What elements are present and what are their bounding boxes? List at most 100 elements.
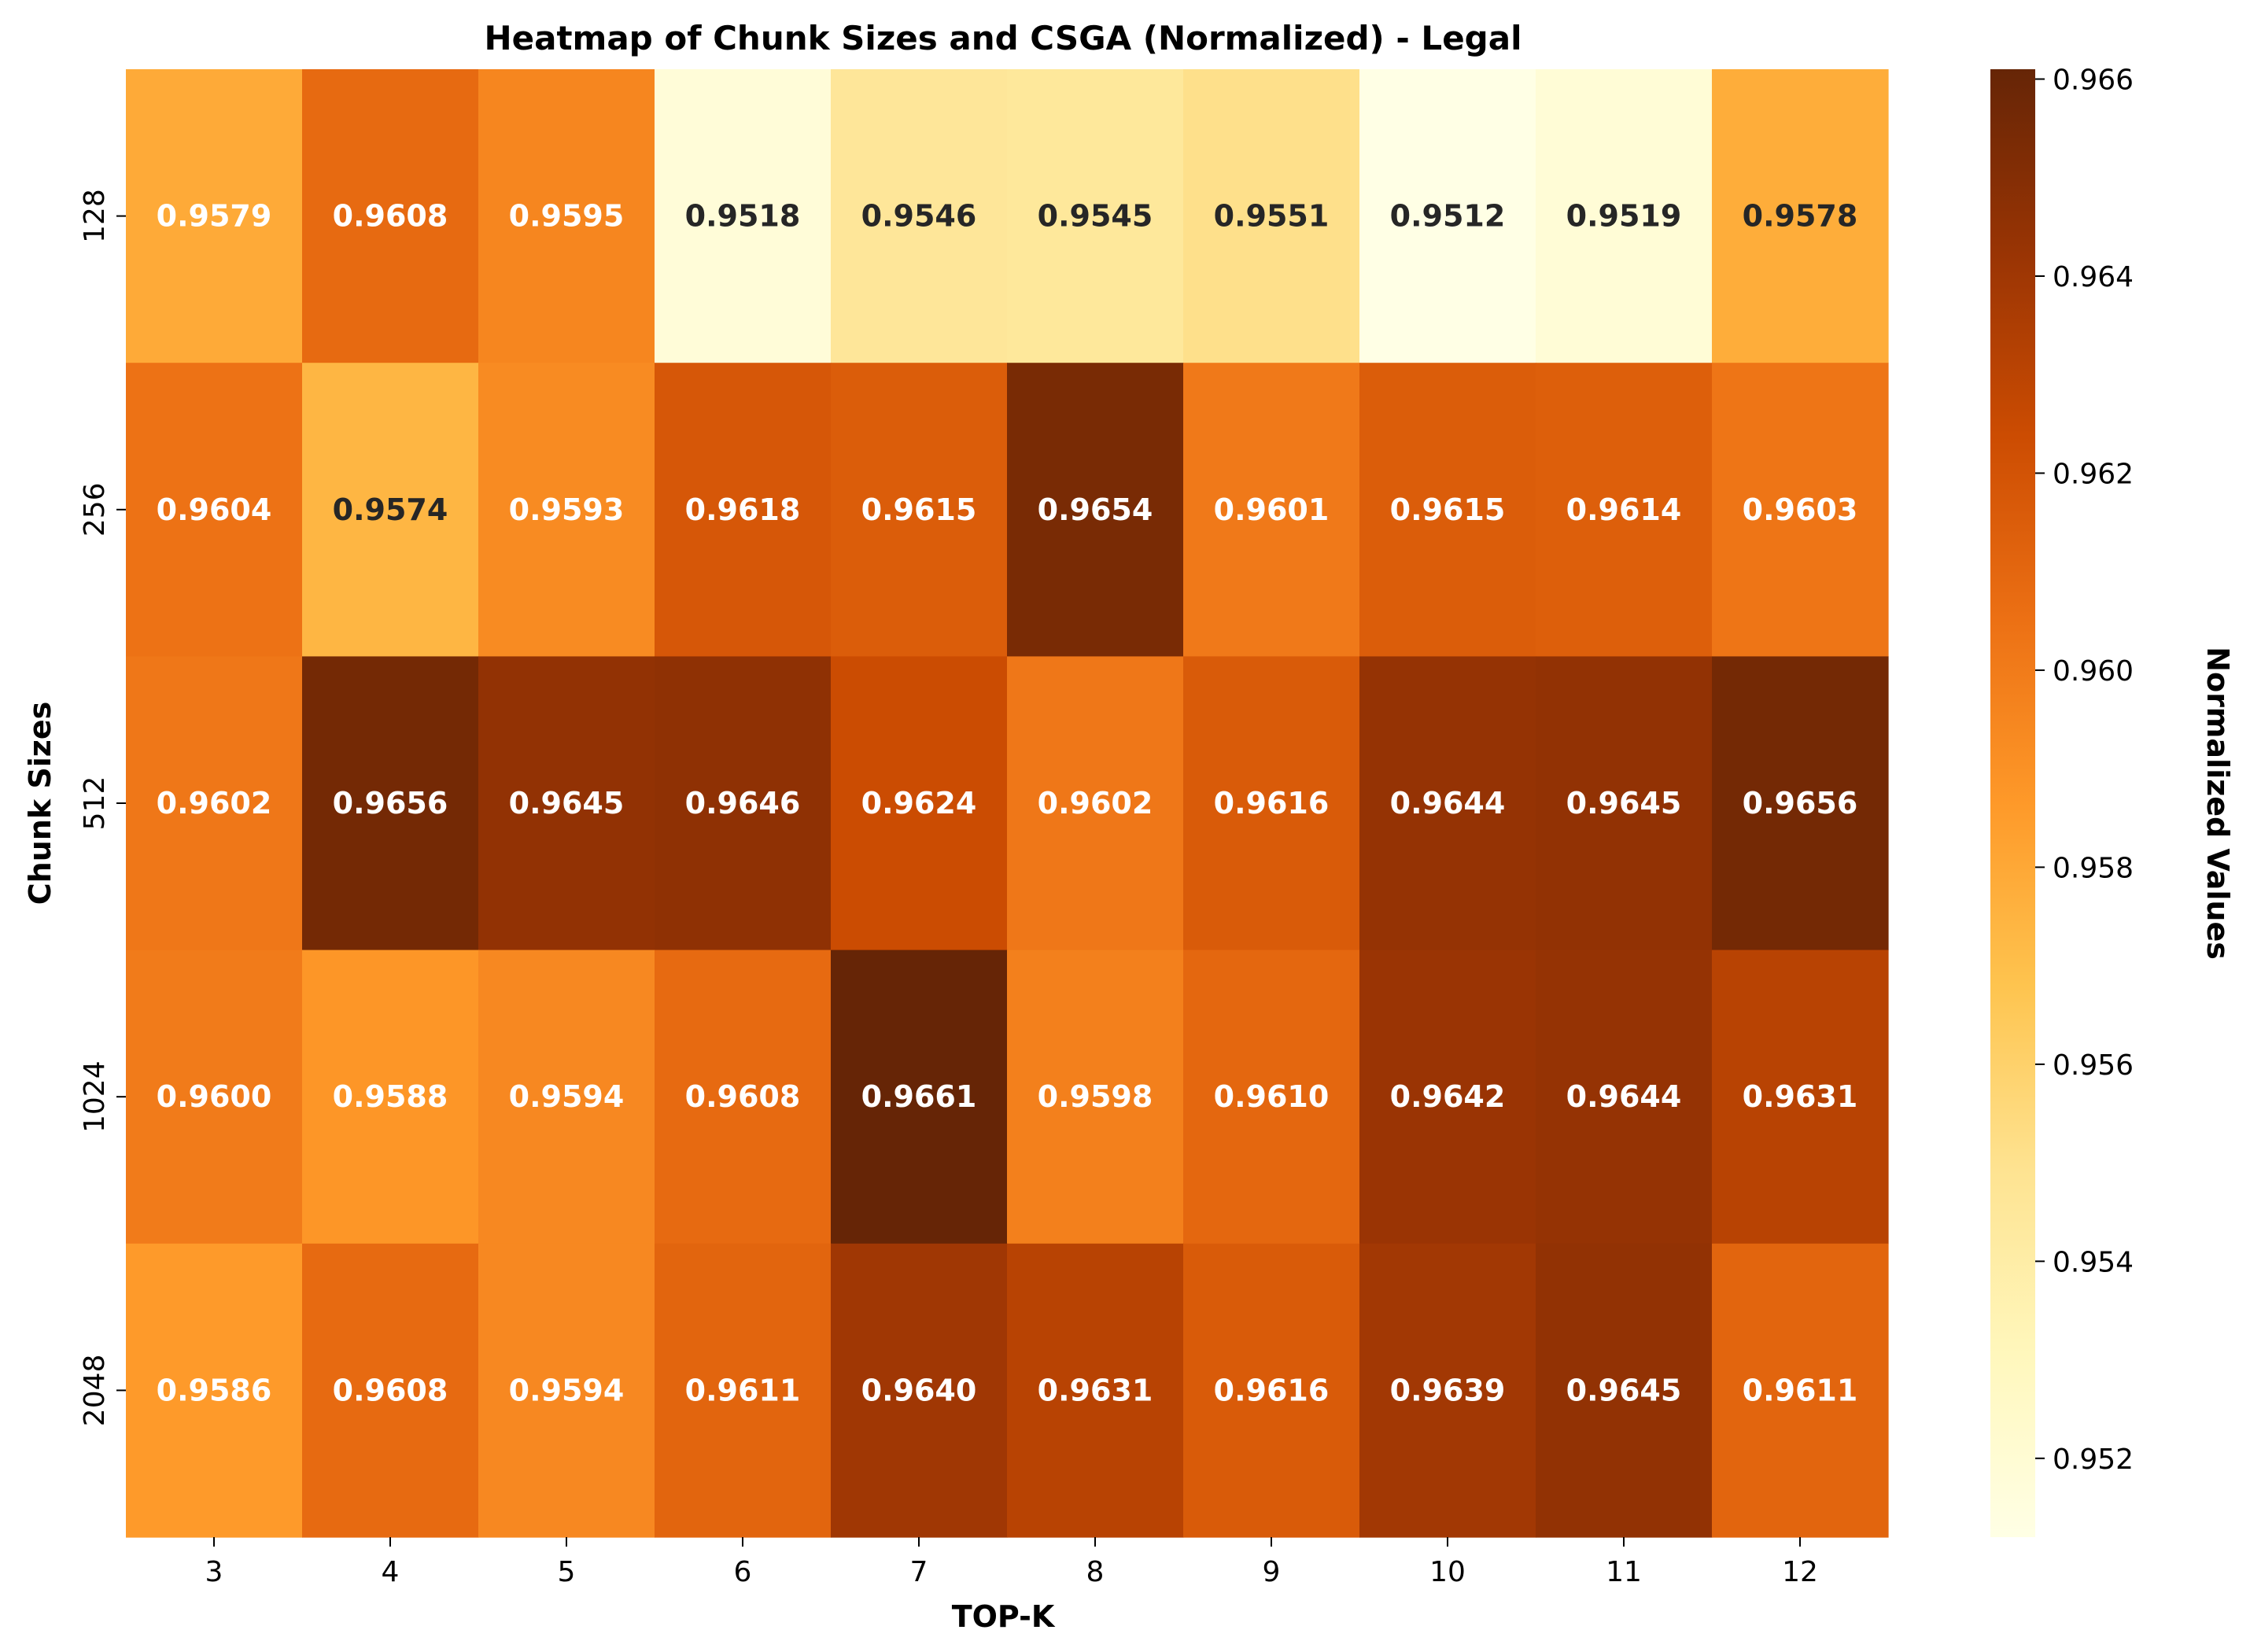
x-tick-label: 8 — [1086, 1556, 1105, 1588]
heatmap-cell-labels: 0.9579 0.9608 0.9595 0.9518 0.9546 0.9545 0.95… — [157, 199, 1858, 1408]
x-tick-label: 12 — [1782, 1556, 1818, 1588]
colorbar-ticks: 0.952 0.954 0.956 0.958 0.960 0.962 0.964 0.966 — [2035, 65, 2134, 1476]
heatmap-cell-label: 0.9639 — [1390, 1373, 1506, 1407]
heatmap-cell — [126, 1243, 303, 1538]
heatmap-cell — [1536, 950, 1713, 1245]
heatmap-cell — [1536, 1243, 1713, 1538]
heatmap-cell — [1183, 656, 1360, 951]
heatmap-cell — [1007, 656, 1184, 951]
colorbar: 0.952 0.954 0.956 0.958 0.960 0.962 0.964 0.966 — [1990, 65, 2134, 1537]
heatmap-cell — [1007, 950, 1184, 1245]
heatmap-cell-label: 0.9593 — [509, 492, 625, 527]
heatmap-cell-label: 0.9645 — [509, 786, 625, 820]
heatmap-cell — [478, 950, 655, 1245]
heatmap-cell-label: 0.9601 — [1214, 492, 1330, 527]
colorbar-tick-label: 0.966 — [2053, 65, 2134, 97]
heatmap-cell — [302, 363, 479, 657]
heatmap-cell-label: 0.9545 — [1038, 199, 1153, 234]
y-axis-ticks: 128 256 512 1024 2048 — [79, 189, 126, 1426]
heatmap-cell-label: 0.9645 — [1566, 786, 1682, 820]
heatmap-cell-label: 0.9518 — [685, 199, 801, 234]
y-tick-label: 512 — [79, 776, 111, 831]
heatmap-cell-label: 0.9656 — [1743, 786, 1858, 820]
heatmap-cell-label: 0.9519 — [1566, 199, 1682, 234]
heatmap-cell-label: 0.9614 — [1566, 492, 1682, 527]
heatmap-cell-label: 0.9594 — [509, 1079, 625, 1114]
heatmap-cell-label: 0.9595 — [509, 199, 625, 234]
heatmap-cell — [1007, 1243, 1184, 1538]
colorbar-gradient — [1990, 69, 2035, 1537]
heatmap-cell-label: 0.9579 — [157, 199, 272, 234]
heatmap-cell — [1712, 69, 1889, 363]
heatmap-cell — [126, 950, 303, 1245]
heatmap-cell-label: 0.9578 — [1743, 199, 1858, 234]
heatmap-cell-label: 0.9611 — [685, 1373, 801, 1407]
heatmap-cell-label: 0.9646 — [685, 786, 801, 820]
heatmap-cell — [1183, 950, 1360, 1245]
heatmap-cell-label: 0.9611 — [1743, 1373, 1858, 1407]
heatmap-cell-label: 0.9640 — [861, 1373, 977, 1407]
heatmap-cell-label: 0.9546 — [861, 199, 977, 234]
colorbar-tick-label: 0.954 — [2053, 1246, 2134, 1278]
x-tick-label: 9 — [1263, 1556, 1281, 1588]
heatmap-cell-label: 0.9600 — [157, 1079, 272, 1114]
colorbar-tick-label: 0.958 — [2053, 852, 2134, 884]
heatmap-cell — [302, 656, 479, 951]
heatmap-cell-label: 0.9610 — [1214, 1079, 1330, 1114]
heatmap-cell-label: 0.9608 — [685, 1079, 801, 1114]
heatmap-cell — [126, 656, 303, 951]
heatmap-cell — [831, 656, 1008, 951]
x-tick-label: 7 — [910, 1556, 928, 1588]
heatmap-cell-label: 0.9616 — [1214, 786, 1330, 820]
heatmap-cell-label: 0.9654 — [1038, 492, 1153, 527]
x-tick-label: 3 — [205, 1556, 223, 1588]
y-tick-label: 1024 — [79, 1060, 111, 1133]
heatmap-cell — [831, 363, 1008, 657]
heatmap-cell — [655, 363, 832, 657]
heatmap-cell-label: 0.9598 — [1038, 1079, 1153, 1114]
colorbar-tick-label: 0.962 — [2053, 458, 2134, 490]
y-axis-title: Chunk Sizes — [23, 702, 57, 905]
heatmap-cell-label: 0.9631 — [1038, 1373, 1153, 1407]
heatmap-cell — [478, 1243, 655, 1538]
heatmap-cell-label: 0.9642 — [1390, 1079, 1506, 1114]
heatmap-cell — [1536, 656, 1713, 951]
y-tick-label: 128 — [79, 189, 111, 243]
heatmap-cell — [126, 69, 303, 363]
heatmap-cell — [1536, 69, 1713, 363]
x-tick-label: 11 — [1606, 1556, 1642, 1588]
heatmap-cells — [126, 69, 1889, 1538]
x-tick-label: 10 — [1429, 1556, 1466, 1588]
colorbar-title: Normalized Values — [2200, 647, 2235, 960]
heatmap-cell — [478, 363, 655, 657]
heatmap-cell — [1183, 69, 1360, 363]
heatmap-cell-label: 0.9602 — [157, 786, 272, 820]
x-tick-label: 5 — [558, 1556, 576, 1588]
x-axis-title: TOP-K — [952, 1599, 1056, 1634]
heatmap-cell — [302, 69, 479, 363]
heatmap-cell-label: 0.9661 — [861, 1079, 977, 1114]
heatmap-cell — [1183, 363, 1360, 657]
heatmap-cell — [478, 69, 655, 363]
heatmap-cell — [655, 950, 832, 1245]
heatmap-cell-label: 0.9608 — [333, 1373, 448, 1407]
colorbar-tick-label: 0.952 — [2053, 1444, 2134, 1476]
heatmap-cell-label: 0.9512 — [1390, 199, 1506, 234]
colorbar-tick-label: 0.964 — [2053, 261, 2134, 293]
heatmap-cell-label: 0.9645 — [1566, 1373, 1682, 1407]
heatmap-cell — [831, 69, 1008, 363]
heatmap-cell — [1712, 363, 1889, 657]
heatmap-cell — [1359, 950, 1536, 1245]
heatmap-cell-label: 0.9594 — [509, 1373, 625, 1407]
heatmap-cell — [126, 363, 303, 657]
heatmap-cell — [1359, 363, 1536, 657]
heatmap-cell-label: 0.9608 — [333, 199, 448, 234]
heatmap-cell — [1359, 69, 1536, 363]
heatmap-cell — [1712, 1243, 1889, 1538]
heatmap-cell-label: 0.9618 — [685, 492, 801, 527]
heatmap-cell — [1536, 363, 1713, 657]
x-axis-ticks: 3 4 5 6 7 8 9 10 11 12 — [205, 1537, 1818, 1588]
heatmap-cell — [302, 950, 479, 1245]
heatmap-cell-label: 0.9602 — [1038, 786, 1153, 820]
